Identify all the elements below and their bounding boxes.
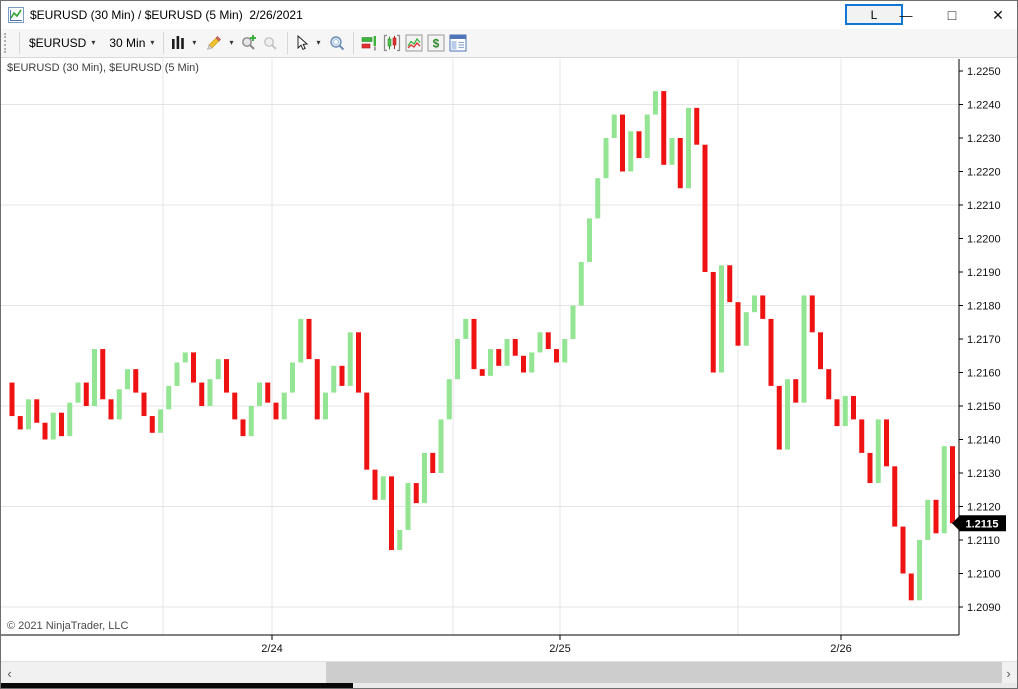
link-button[interactable]: L	[845, 4, 903, 25]
properties-button[interactable]	[447, 32, 469, 54]
data-box-icon	[330, 36, 345, 51]
svg-text:1.2190: 1.2190	[967, 267, 1001, 279]
instrument-selector[interactable]: $EURUSD ▾	[25, 34, 99, 52]
separator	[19, 32, 20, 54]
cursor-icon	[297, 35, 309, 51]
svg-text:1.2110: 1.2110	[967, 535, 1000, 547]
price-axis: 1.2250 1.2240 1.2230 1.2220 1.2210 1.2200 1.21…	[959, 66, 1001, 614]
chart-trader-button[interactable]	[359, 32, 381, 54]
minimize-button[interactable]: —	[899, 7, 913, 23]
bottom-edge-strip-dark	[1, 683, 353, 688]
zoom-in-button[interactable]	[238, 32, 260, 54]
chevron-down-icon[interactable]: ▾	[229, 38, 234, 47]
svg-text:1.2100: 1.2100	[967, 569, 1001, 581]
drawing-tools-button[interactable]	[202, 32, 224, 54]
svg-text:1.2240: 1.2240	[967, 100, 1001, 112]
chevron-down-icon: ▾	[150, 38, 155, 47]
zoom-out-icon	[264, 37, 278, 50]
svg-text:2/24: 2/24	[261, 643, 282, 655]
separator	[287, 32, 289, 54]
svg-text:1.2140: 1.2140	[967, 435, 1001, 447]
window-title: $EURUSD (30 Min) / $EURUSD (5 Min) 2/26/…	[30, 8, 303, 22]
copyright-label: © 2021 NinjaTrader, LLC	[7, 620, 129, 632]
strategies-icon: $	[427, 34, 445, 52]
toolbar-grip-handle[interactable]	[4, 33, 10, 53]
scrollbar-thumb[interactable]	[326, 662, 1002, 684]
scroll-right-arrow[interactable]: ›	[1006, 665, 1011, 681]
chevron-down-icon: ▾	[91, 38, 96, 47]
gridlines	[1, 59, 959, 635]
toolbar: $EURUSD ▾ 30 Min ▾ ▾ ▾	[1, 29, 1017, 58]
zoom-in-icon	[242, 35, 257, 50]
dollar-glyph: $	[433, 37, 440, 51]
last-price-badge: 1.2115	[952, 515, 1006, 532]
svg-text:2/26: 2/26	[830, 643, 851, 655]
separator	[353, 32, 355, 54]
svg-text:1.2130: 1.2130	[967, 468, 1001, 480]
pencil-icon	[207, 36, 222, 50]
title-bar[interactable]: $EURUSD (30 Min) / $EURUSD (5 Min) 2/26/…	[1, 1, 1017, 29]
indicators-button[interactable]	[403, 32, 425, 54]
time-axis: 2/24 2/25 2/26	[261, 635, 852, 655]
candlestick-chart[interactable]: 1.2250 1.2240 1.2230 1.2220 1.2210 1.2200 1.21…	[1, 1, 1018, 661]
close-button[interactable]: ✕	[992, 6, 1004, 23]
svg-text:1.2115: 1.2115	[965, 518, 998, 530]
chart-trader-icon	[362, 36, 377, 51]
interval-selector[interactable]: 30 Min ▾	[105, 34, 158, 52]
axes	[1, 59, 960, 636]
strategies-button[interactable]: $	[425, 32, 447, 54]
svg-text:1.2250: 1.2250	[967, 66, 1001, 78]
zoom-out-button[interactable]	[260, 32, 282, 54]
horizontal-scrollbar[interactable]: ‹ ›	[1, 661, 1017, 684]
scroll-left-arrow[interactable]: ‹	[7, 665, 12, 681]
cursor-tool-button[interactable]	[293, 32, 311, 54]
svg-text:1.2230: 1.2230	[967, 133, 1001, 145]
data-box-button[interactable]	[326, 32, 348, 54]
svg-text:1.2120: 1.2120	[967, 502, 1001, 514]
properties-icon	[449, 34, 467, 52]
chevron-down-icon[interactable]: ▾	[316, 38, 321, 47]
candles	[9, 91, 955, 601]
chevron-down-icon[interactable]: ▾	[192, 38, 197, 47]
bars-type-icon	[172, 36, 185, 49]
svg-text:2/25: 2/25	[549, 643, 570, 655]
svg-text:1.2210: 1.2210	[967, 200, 1001, 212]
bars-type-button[interactable]	[169, 32, 187, 54]
svg-text:1.2220: 1.2220	[967, 167, 1001, 179]
svg-text:1.2090: 1.2090	[967, 602, 1001, 614]
indicators-icon	[405, 34, 423, 52]
bottom-edge-strip	[1, 683, 1017, 688]
svg-text:1.2160: 1.2160	[967, 368, 1001, 380]
svg-text:1.2180: 1.2180	[967, 301, 1001, 313]
bar-period-button[interactable]	[381, 32, 403, 54]
interval-label: 30 Min	[109, 36, 146, 50]
svg-text:1.2150: 1.2150	[967, 401, 1001, 413]
instrument-label: $EURUSD	[29, 36, 87, 50]
svg-text:1.2170: 1.2170	[967, 334, 1001, 346]
bar-period-icon	[384, 34, 401, 52]
maximize-button[interactable]: □	[947, 7, 957, 23]
separator	[163, 32, 165, 54]
svg-text:1.2200: 1.2200	[967, 234, 1001, 246]
chart-window-icon	[8, 7, 24, 23]
chart-series-label: $EURUSD (30 Min), $EURUSD (5 Min)	[7, 62, 199, 74]
